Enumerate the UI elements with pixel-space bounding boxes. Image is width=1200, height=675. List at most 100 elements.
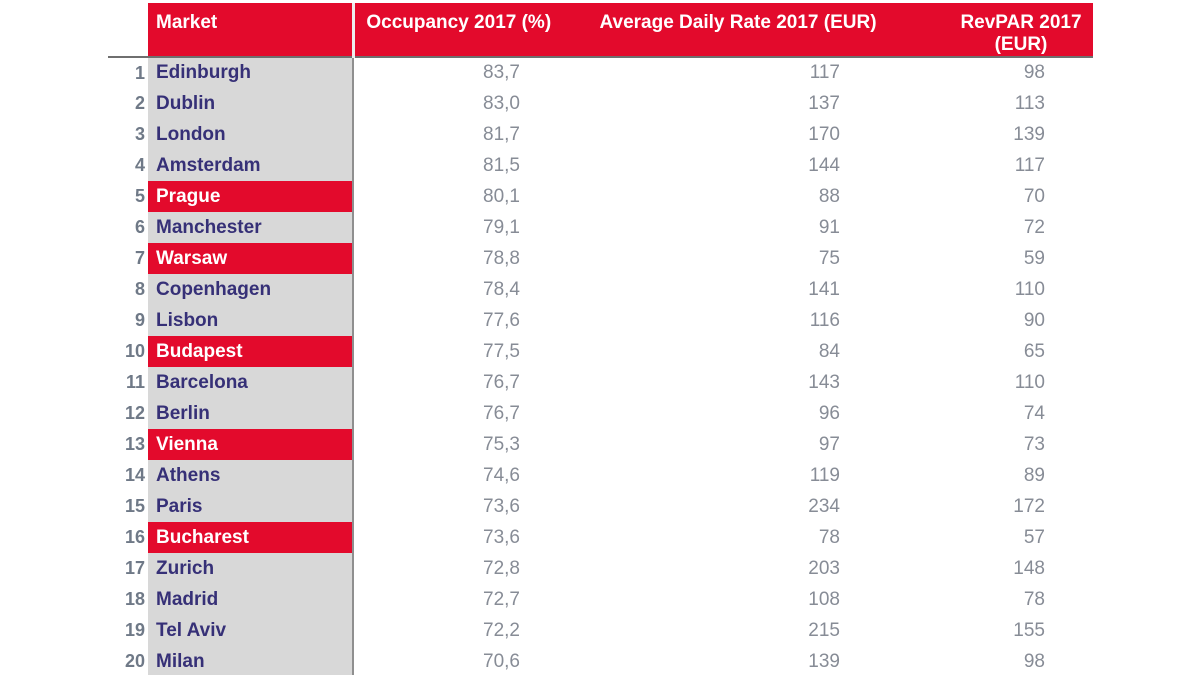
cell-adr: 143 — [808, 371, 840, 393]
cell-occupancy: 72,7 — [483, 588, 520, 610]
cell-rank: 20 — [124, 651, 145, 671]
cell-adr: 119 — [809, 464, 840, 486]
table-row: 1 Edinburgh 83,7 117 98 — [108, 57, 1093, 88]
table-row: 7 Warsaw 78,8 75 59 — [108, 243, 1093, 274]
cell-occupancy: 77,6 — [483, 309, 520, 331]
cell-revpar: 90 — [1023, 309, 1045, 331]
cell-adr: 144 — [808, 154, 840, 176]
cell-revpar: 78 — [1023, 588, 1045, 610]
cell-occupancy: 75,3 — [483, 433, 520, 455]
cell-revpar: 148 — [1013, 557, 1045, 579]
cell-occupancy: 81,7 — [483, 123, 520, 145]
cell-revpar: 139 — [1013, 123, 1045, 145]
column-header-adr: Average Daily Rate 2017 (EUR) — [563, 3, 913, 58]
cell-adr: 203 — [808, 557, 840, 579]
cell-rank: 6 — [134, 217, 145, 237]
cell-rank: 17 — [124, 558, 145, 578]
cell-occupancy: 83,0 — [483, 92, 520, 114]
cell-market: Athens — [148, 460, 354, 491]
cell-rank: 2 — [134, 93, 145, 113]
cell-rank: 13 — [124, 434, 145, 454]
table-row: 12 Berlin 76,7 96 74 — [108, 398, 1093, 429]
cell-market: Milan — [148, 646, 354, 675]
cell-market: Dublin — [148, 88, 354, 119]
cell-market: Vienna — [148, 429, 354, 460]
table-row: 8 Copenhagen 78,4 141 110 — [108, 274, 1093, 305]
cell-market: Copenhagen — [148, 274, 354, 305]
cell-revpar: 89 — [1023, 464, 1045, 486]
cell-rank: 10 — [124, 341, 145, 361]
column-header-occupancy: Occupancy 2017 (%) — [353, 3, 563, 58]
cell-market: Lisbon — [148, 305, 354, 336]
cell-adr: 75 — [818, 247, 840, 269]
cell-rank: 12 — [124, 403, 145, 423]
cell-adr: 97 — [818, 433, 840, 455]
table-row: 11 Barcelona 76,7 143 110 — [108, 367, 1093, 398]
cell-occupancy: 70,6 — [483, 650, 520, 672]
cell-occupancy: 72,8 — [483, 557, 520, 579]
cell-adr: 78 — [818, 526, 840, 548]
cell-adr: 117 — [809, 62, 840, 83]
cell-adr: 170 — [808, 123, 840, 145]
cell-market: Tel Aviv — [148, 615, 354, 646]
cell-occupancy: 77,5 — [483, 340, 520, 362]
cell-revpar: 110 — [1014, 371, 1045, 393]
cell-occupancy: 80,1 — [483, 185, 520, 207]
table-row: 13 Vienna 75,3 97 73 — [108, 429, 1093, 460]
cell-revpar: 98 — [1023, 62, 1045, 83]
cell-adr: 91 — [818, 216, 840, 238]
cell-adr: 88 — [818, 185, 840, 207]
table-row: 5 Prague 80,1 88 70 — [108, 181, 1093, 212]
table-row: 20 Milan 70,6 139 98 — [108, 646, 1093, 675]
cell-adr: 234 — [808, 495, 840, 517]
cell-occupancy: 78,8 — [483, 247, 520, 269]
table-row: 4 Amsterdam 81,5 144 117 — [108, 150, 1093, 181]
cell-occupancy: 73,6 — [483, 526, 520, 548]
cell-rank: 3 — [134, 124, 145, 144]
cell-occupancy: 76,7 — [483, 371, 520, 393]
table-row: 10 Budapest 77,5 84 65 — [108, 336, 1093, 367]
cell-market: Prague — [148, 181, 354, 212]
cell-adr: 215 — [808, 619, 840, 641]
table-row: 2 Dublin 83,0 137 113 — [108, 88, 1093, 119]
cell-revpar: 73 — [1023, 433, 1045, 455]
cell-market: Paris — [148, 491, 354, 522]
cell-adr: 116 — [809, 309, 840, 331]
cell-adr: 84 — [818, 340, 840, 362]
market-performance-table: Market Occupancy 2017 (%) Average Daily … — [108, 3, 1093, 675]
cell-adr: 137 — [808, 92, 840, 114]
cell-rank: 9 — [134, 310, 145, 330]
column-header-revpar: RevPAR 2017 (EUR) — [913, 3, 1093, 58]
cell-adr: 139 — [808, 650, 840, 672]
cell-rank: 7 — [134, 248, 145, 268]
cell-occupancy: 76,7 — [483, 402, 520, 424]
cell-revpar: 113 — [1014, 92, 1045, 114]
cell-rank: 16 — [124, 527, 145, 547]
cell-rank: 4 — [134, 155, 145, 175]
cell-market: London — [148, 119, 354, 150]
cell-market: Amsterdam — [148, 150, 354, 181]
cell-revpar: 65 — [1023, 340, 1045, 362]
cell-market: Zurich — [148, 553, 354, 584]
cell-revpar: 172 — [1013, 495, 1045, 517]
cell-occupancy: 81,5 — [483, 154, 520, 176]
cell-occupancy: 78,4 — [483, 278, 520, 300]
cell-rank: 1 — [134, 62, 145, 83]
column-header-market: Market — [148, 3, 355, 58]
table-row: 18 Madrid 72,7 108 78 — [108, 584, 1093, 615]
cell-revpar: 155 — [1013, 619, 1045, 641]
cell-revpar: 117 — [1014, 154, 1045, 176]
table-row: 9 Lisbon 77,6 116 90 — [108, 305, 1093, 336]
cell-market: Berlin — [148, 398, 354, 429]
cell-adr: 108 — [808, 588, 840, 610]
cell-revpar: 98 — [1023, 650, 1045, 672]
table-row: 14 Athens 74,6 119 89 — [108, 460, 1093, 491]
table-row: 17 Zurich 72,8 203 148 — [108, 553, 1093, 584]
table-row: 15 Paris 73,6 234 172 — [108, 491, 1093, 522]
rank-gutter-header — [108, 3, 148, 58]
cell-market: Madrid — [148, 584, 354, 615]
table-body: 1 Edinburgh 83,7 117 98 2 Dublin 83,0 137 113 3 Lon… — [108, 57, 1093, 675]
cell-revpar: 70 — [1023, 185, 1045, 207]
table-row: 16 Bucharest 73,6 78 57 — [108, 522, 1093, 553]
